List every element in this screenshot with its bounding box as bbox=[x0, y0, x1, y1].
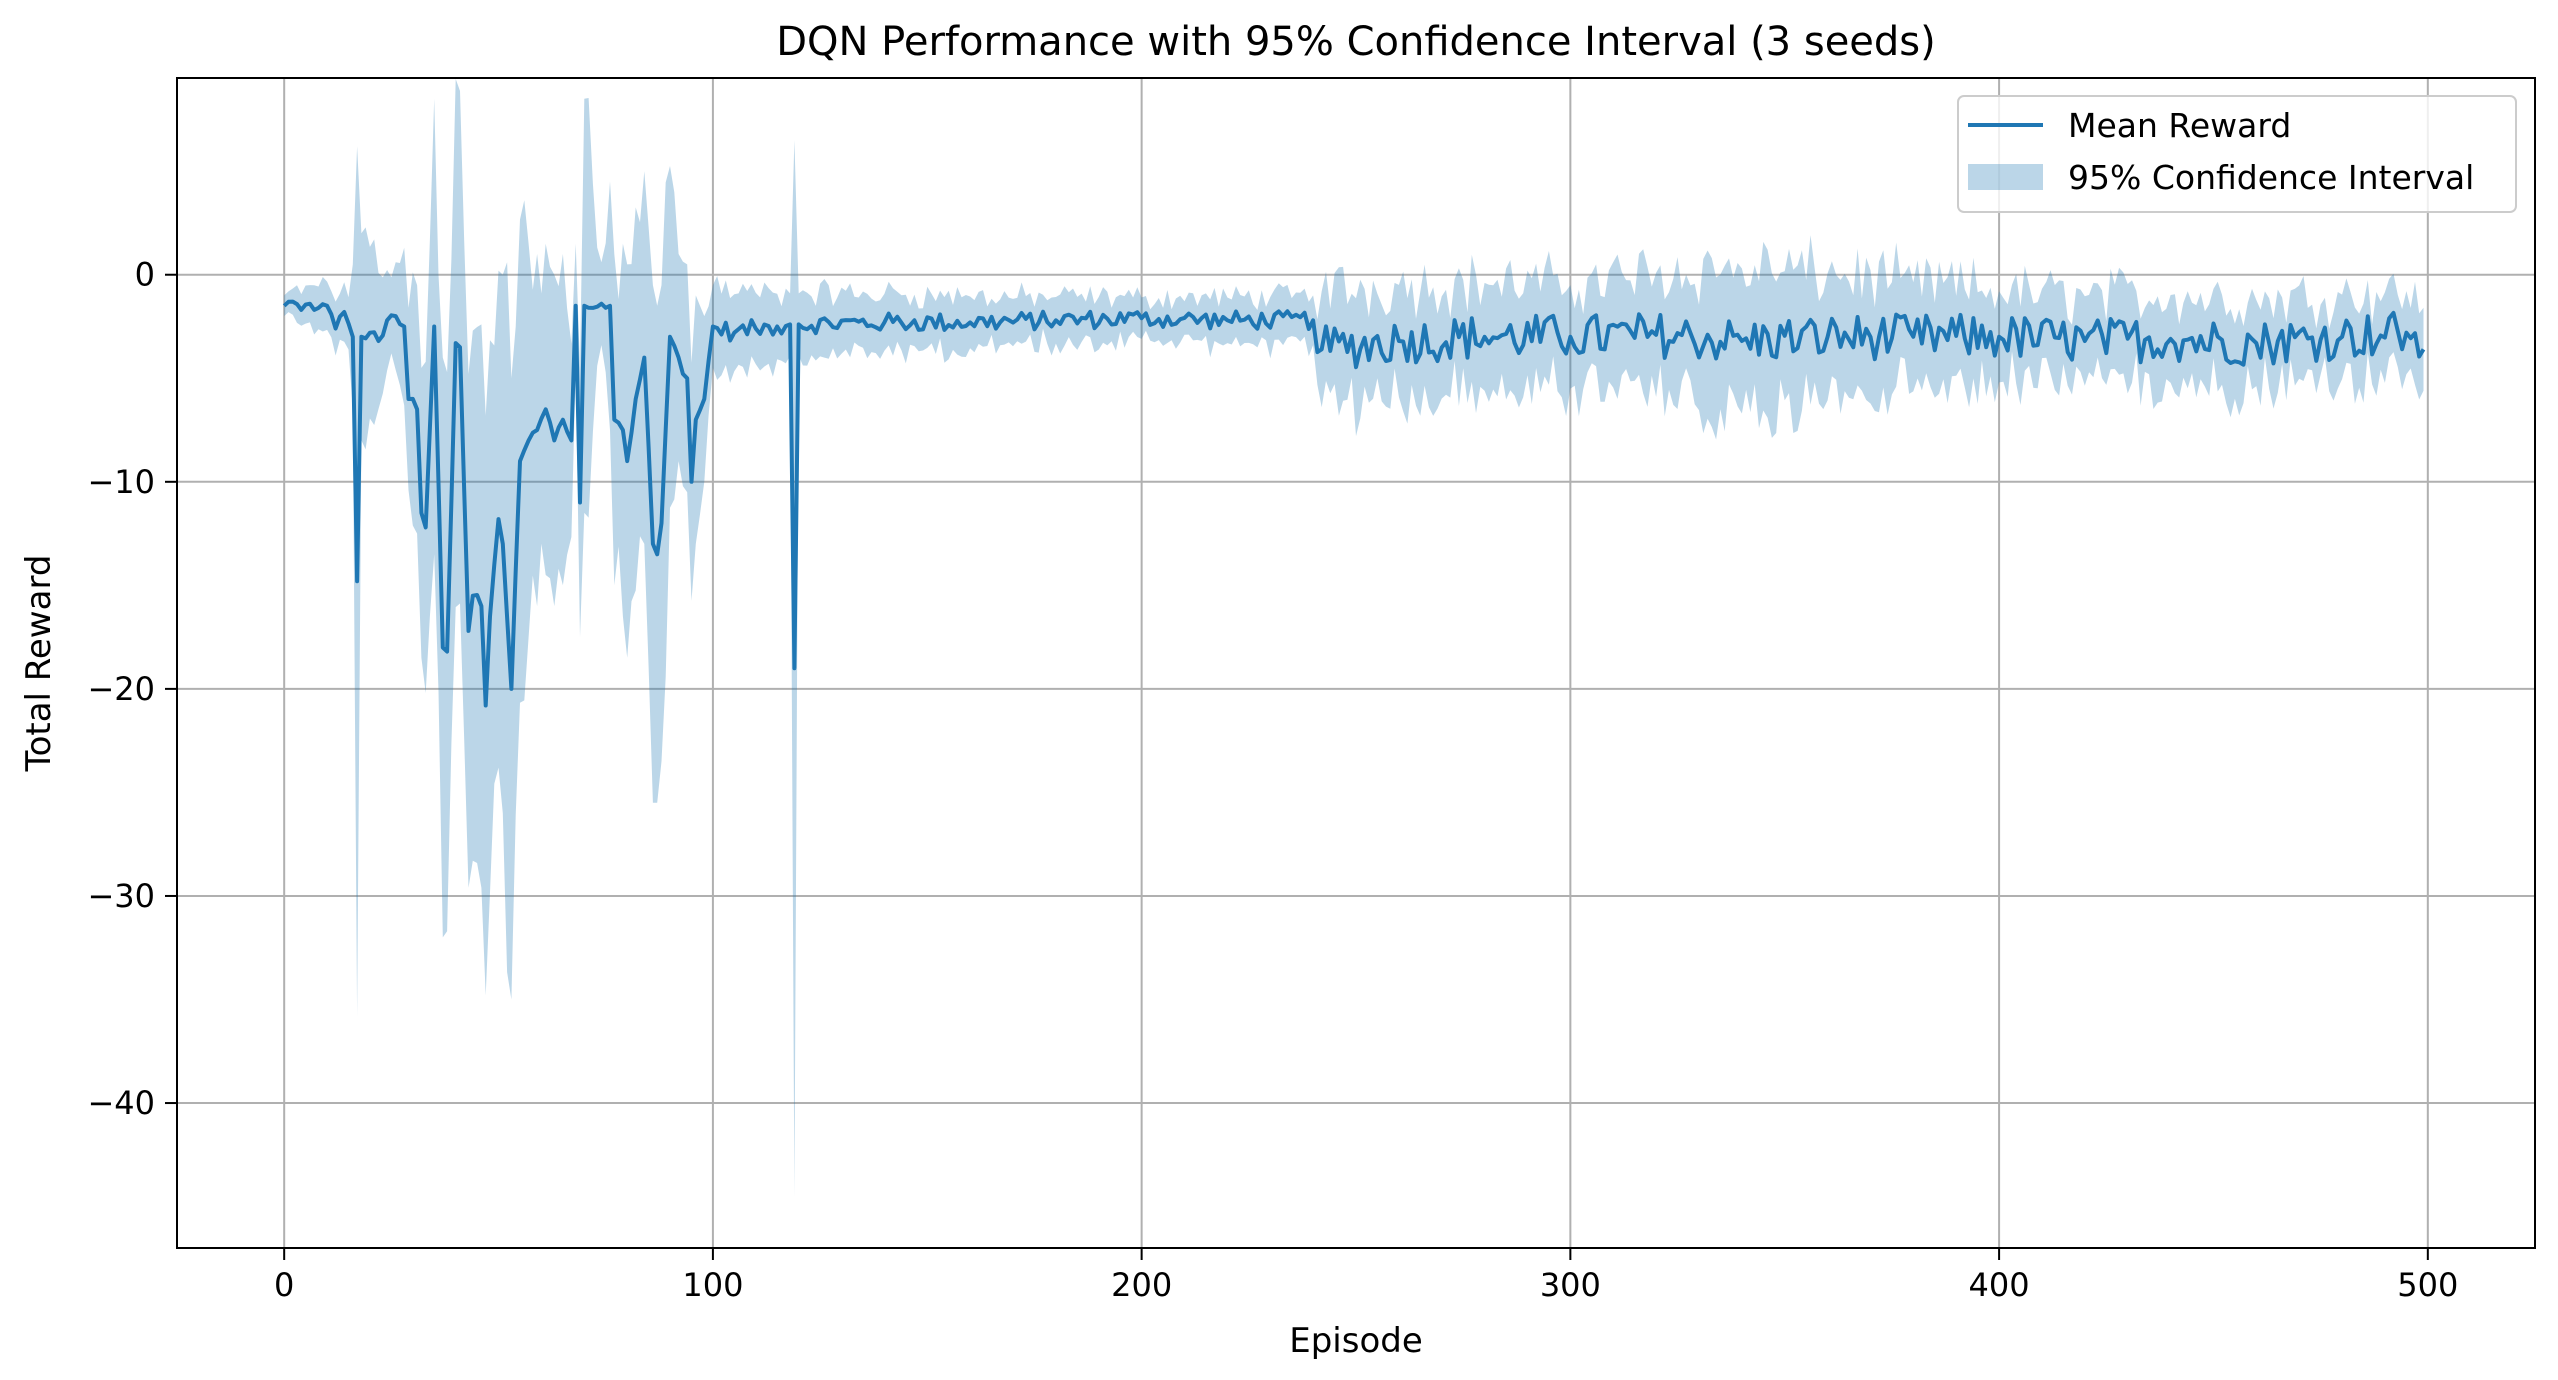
x-tick-label: 300 bbox=[1540, 1266, 1601, 1304]
y-tick-label: −30 bbox=[87, 877, 155, 915]
mean-line-layer bbox=[282, 299, 2426, 708]
x-axis-label: Episode bbox=[1289, 1321, 1423, 1361]
legend-label-mean-reward: Mean Reward bbox=[2068, 106, 2291, 145]
confidence-band-layer bbox=[284, 79, 2424, 1197]
x-tick-label: 100 bbox=[682, 1266, 743, 1304]
x-tick-label: 500 bbox=[2397, 1266, 2458, 1304]
y-tick-label: −20 bbox=[87, 670, 155, 708]
x-tick-label: 0 bbox=[274, 1266, 294, 1304]
legend-box bbox=[1957, 95, 2517, 213]
plot-area-frame bbox=[176, 77, 2536, 1249]
x-tick-label: 400 bbox=[1969, 1266, 2030, 1304]
y-tick-label: 0 bbox=[135, 256, 155, 294]
y-tick-label: −10 bbox=[87, 463, 155, 501]
legend-band-swatch bbox=[1968, 164, 2043, 190]
y-tick-label: −40 bbox=[87, 1084, 155, 1122]
grid-lines bbox=[177, 78, 2535, 1248]
chart-title: DQN Performance with 95% Confidence Inte… bbox=[776, 19, 1936, 65]
confidence-interval-band bbox=[284, 79, 2424, 1197]
axis-ticks: 0 100 200 300 400 500 0 −10 −20 −30 −40 bbox=[87, 256, 2458, 1304]
legend: Mean Reward 95% Confidence Interval bbox=[1957, 95, 2517, 213]
x-tick-label: 200 bbox=[1111, 1266, 1172, 1304]
mean-reward-line bbox=[282, 299, 2426, 708]
y-axis-label: Total Reward bbox=[19, 555, 59, 773]
legend-label-confidence-interval: 95% Confidence Interval bbox=[2068, 158, 2474, 197]
